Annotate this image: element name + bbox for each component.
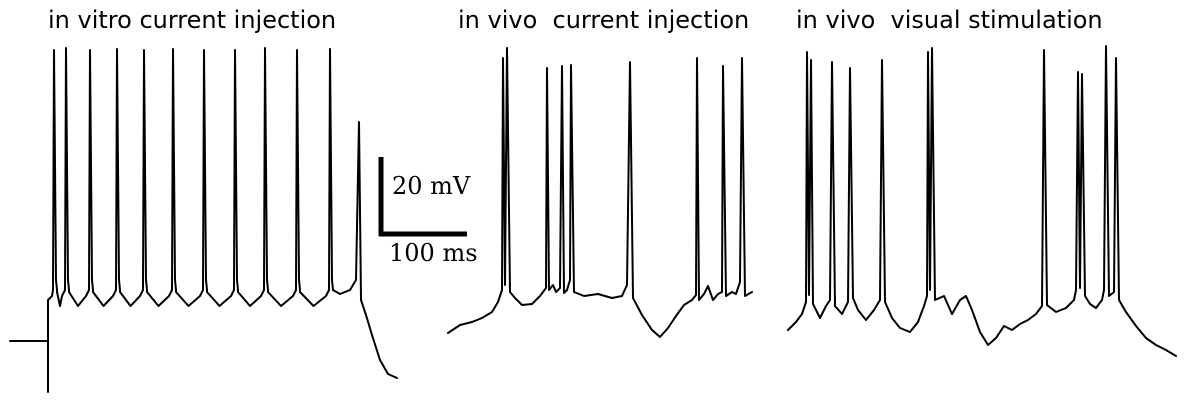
scale-bar-time-label: 100 ms bbox=[389, 239, 478, 267]
panel-title-in-vivo-visual: in vivo visual stimulation bbox=[796, 6, 1103, 34]
scale-bar-voltage-label: 20 mV bbox=[392, 172, 471, 200]
scale-bar bbox=[378, 157, 467, 237]
trace-in-vivo-visual bbox=[787, 45, 1177, 357]
panel-title-in-vivo-current: in vivo current injection bbox=[458, 6, 750, 34]
trace-in-vitro-current bbox=[9, 47, 398, 393]
trace-in-vivo-current bbox=[447, 47, 753, 338]
panel-title-in-vitro-current: in vitro current injection bbox=[48, 6, 337, 34]
